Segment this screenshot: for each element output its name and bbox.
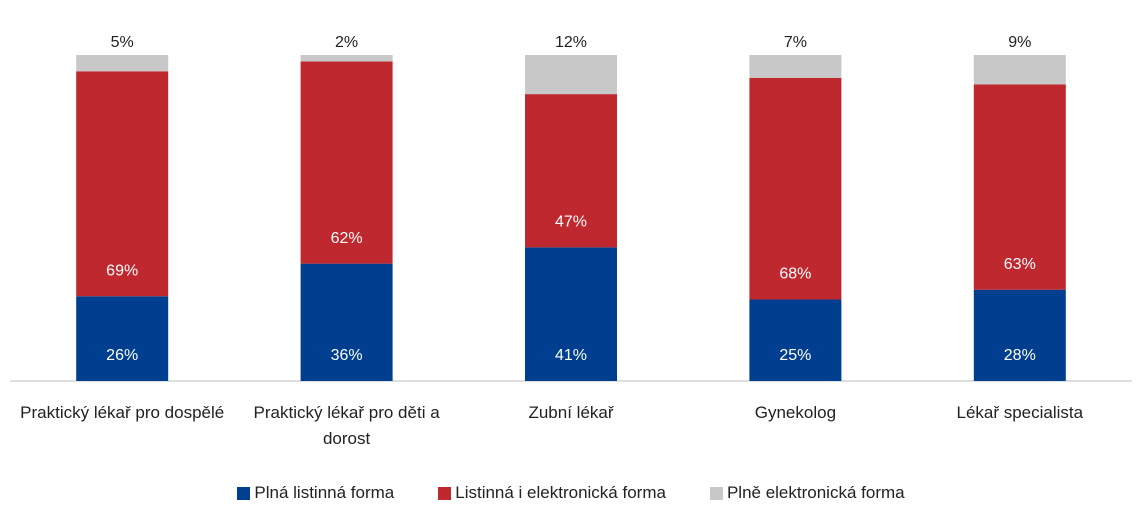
legend-item: Listinná i elektronická forma [438,483,666,503]
value-label: 36% [331,347,363,364]
value-label: 2% [335,34,358,51]
bar-segment [749,299,842,381]
bar-segment [76,55,169,72]
value-label: 9% [1008,34,1031,51]
x-tick-label: Praktický lékař pro dospělé [20,403,225,422]
value-label: 69% [106,262,138,279]
value-label: 26% [106,347,138,364]
value-label: 62% [331,230,363,247]
bar-segment [973,84,1066,290]
legend-swatch [237,486,251,500]
bar-segment [525,247,617,381]
value-label: 5% [111,34,134,51]
value-label: 12% [555,34,587,51]
legend-label: Listinná i elektronická forma [455,483,666,502]
bar-segment [525,55,617,95]
bar-segment [525,94,617,248]
bar-segment [973,289,1066,381]
bar-segment [300,263,393,381]
legend-item: Plně elektronická forma [709,483,905,503]
legend-label: Plně elektronická forma [726,483,905,502]
bar-segment [76,71,169,297]
value-label: 28% [1004,347,1036,364]
value-label: 7% [784,34,807,51]
x-tick-label: Gynekolog [754,403,837,422]
x-tick-label: Praktický lékař pro děti a dorost [253,403,440,448]
x-tick-label: Lékař specialista [956,403,1084,422]
legend-swatch [438,486,452,500]
legend-item: Plná listinná forma [237,483,394,503]
legend: Plná listinná forma Listinná i elektronic… [0,483,1142,503]
legend-label: Plná listinná forma [254,483,395,502]
bar-segment [300,61,393,264]
value-label: 63% [1004,256,1036,273]
x-tick-label: Zubní lékař [528,403,614,422]
value-label: 68% [779,266,811,283]
value-label: 25% [779,347,811,364]
legend-swatch [709,486,723,500]
bar-segment [300,55,393,62]
bar-segment [973,55,1066,85]
bar-segment [76,296,169,381]
value-label: 41% [555,347,587,364]
bar-segment [749,77,842,300]
value-label: 47% [555,214,587,231]
bar-segment [749,55,842,78]
